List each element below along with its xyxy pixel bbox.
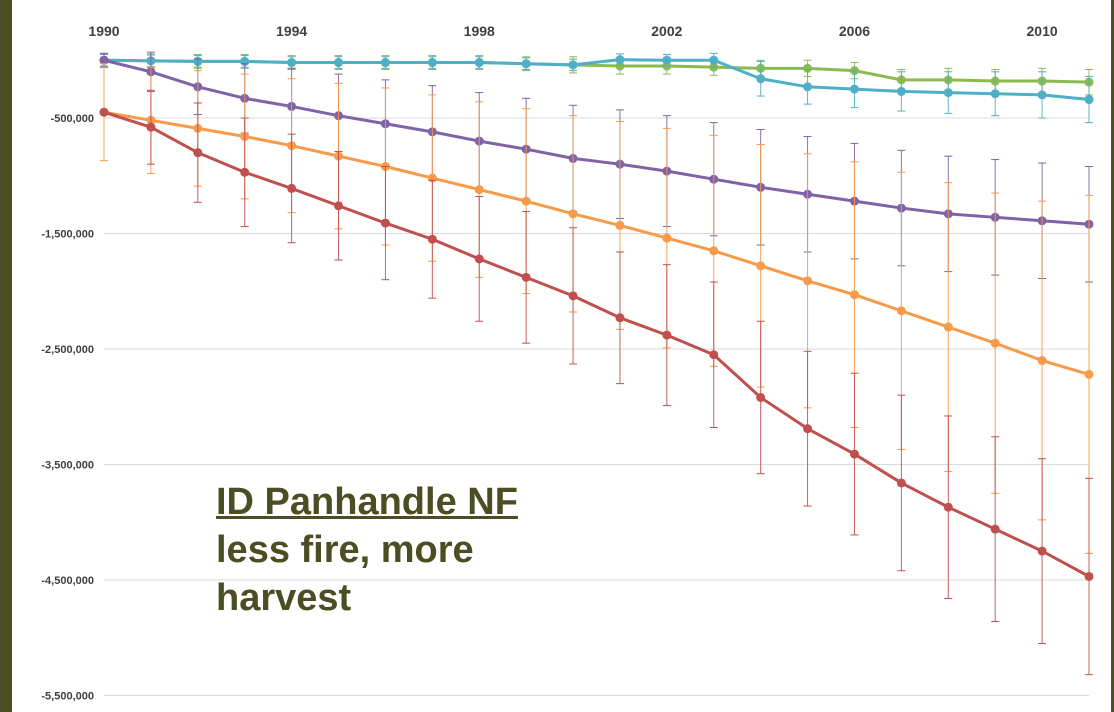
chart-annotation: ID Panhandle NF less fire, more harvest xyxy=(216,478,518,622)
data-point xyxy=(803,276,813,286)
data-point xyxy=(756,74,766,84)
y-tick-label: -500,000 xyxy=(51,113,94,125)
series-5 xyxy=(99,89,1094,676)
data-point xyxy=(662,55,672,65)
data-point xyxy=(943,322,953,332)
data-point xyxy=(849,290,859,300)
data-point xyxy=(662,233,672,243)
data-point xyxy=(709,246,719,256)
y-axis-ticks: -500,000 -1,500,000 -2,500,000 -3,500,000 -4… xyxy=(41,113,94,702)
data-point xyxy=(427,58,437,68)
data-point xyxy=(803,63,813,73)
data-point xyxy=(240,167,250,177)
data-point xyxy=(1037,356,1047,366)
data-point xyxy=(99,55,109,65)
data-point xyxy=(334,201,344,211)
x-tick-label: 1994 xyxy=(276,23,307,39)
data-point xyxy=(990,524,1000,534)
data-point xyxy=(287,183,297,193)
series-line xyxy=(103,110,1090,376)
data-point xyxy=(943,502,953,512)
data-point xyxy=(380,58,390,68)
data-point xyxy=(803,424,813,434)
data-point xyxy=(474,58,484,68)
y-tick-label: -1,500,000 xyxy=(41,228,94,240)
data-point xyxy=(756,392,766,402)
x-tick-label: 1998 xyxy=(464,23,495,39)
series-line xyxy=(103,58,1090,101)
data-point xyxy=(427,234,437,244)
data-point xyxy=(849,84,859,94)
data-point xyxy=(287,58,297,68)
data-point xyxy=(615,61,625,71)
data-point xyxy=(474,254,484,264)
series-group xyxy=(99,51,1094,676)
annotation-line-2: harvest xyxy=(216,577,352,619)
data-point xyxy=(568,60,578,70)
y-tick-label: -2,500,000 xyxy=(41,344,94,356)
data-point xyxy=(990,338,1000,348)
series-line xyxy=(103,110,1090,578)
data-point xyxy=(1084,369,1094,379)
data-point xyxy=(990,89,1000,99)
line-chart: 1990 1994 1998 2002 2006 2010 -500,000 -1,500,… xyxy=(41,23,1094,702)
gridlines xyxy=(104,117,1089,696)
data-point xyxy=(568,209,578,219)
data-point xyxy=(615,55,625,65)
data-point xyxy=(1084,571,1094,581)
y-tick-label: -5,500,000 xyxy=(41,690,94,702)
series-3 xyxy=(99,51,1094,283)
data-point xyxy=(709,350,719,360)
annotation-title: ID Panhandle NF xyxy=(216,481,518,523)
data-point xyxy=(521,59,531,69)
error-bars xyxy=(100,52,1093,96)
data-point xyxy=(756,261,766,271)
data-point xyxy=(568,291,578,301)
data-point xyxy=(896,478,906,488)
data-point xyxy=(896,86,906,96)
error-bars xyxy=(100,51,1093,283)
x-tick-label: 2002 xyxy=(651,23,682,39)
data-point xyxy=(380,218,390,228)
data-point xyxy=(662,330,672,340)
data-point xyxy=(521,196,531,206)
data-point xyxy=(943,88,953,98)
y-tick-label: -3,500,000 xyxy=(41,459,94,471)
data-point xyxy=(99,107,109,117)
x-tick-label: 2010 xyxy=(1027,23,1058,39)
series-line xyxy=(103,58,1090,226)
data-point xyxy=(474,185,484,195)
data-point xyxy=(1084,95,1094,105)
data-point xyxy=(615,220,625,230)
data-point xyxy=(146,122,156,132)
annotation-line-1: less fire, more xyxy=(216,529,474,571)
data-point xyxy=(709,55,719,65)
data-point xyxy=(615,313,625,323)
data-point xyxy=(521,272,531,282)
data-point xyxy=(849,449,859,459)
y-tick-label: -4,500,000 xyxy=(41,575,94,587)
x-axis-ticks: 1990 1994 1998 2002 2006 2010 xyxy=(88,23,1057,39)
data-point xyxy=(1037,546,1047,556)
data-point xyxy=(1037,90,1047,100)
x-tick-label: 2006 xyxy=(839,23,870,39)
data-point xyxy=(803,82,813,92)
data-point xyxy=(896,306,906,316)
data-point xyxy=(193,148,203,158)
x-tick-label: 1990 xyxy=(88,23,119,39)
data-point xyxy=(334,58,344,68)
chart-frame: 1990 1994 1998 2002 2006 2010 -500,000 -1,500,… xyxy=(12,0,1111,712)
